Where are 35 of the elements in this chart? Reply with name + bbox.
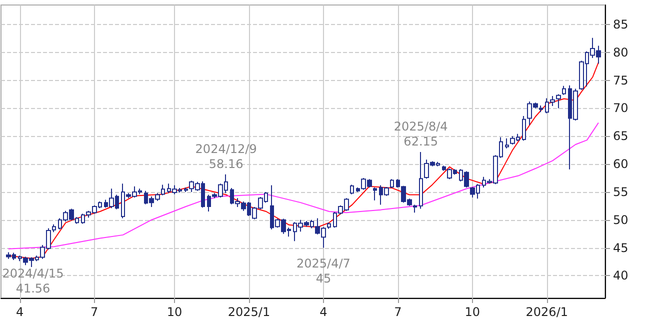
candlestick: [522, 116, 526, 142]
x-tick-label: 4: [320, 305, 328, 319]
x-tick-label: 10: [464, 305, 480, 319]
x-tick-label: 2026/1: [526, 305, 568, 319]
candlestick: [390, 178, 394, 189]
y-tick-label: 85: [613, 18, 628, 32]
candlestick: [413, 204, 417, 214]
candlestick: [556, 94, 561, 109]
candlestick: [350, 184, 354, 195]
candlestick: [373, 186, 377, 201]
y-tick-label: 50: [613, 212, 628, 227]
annotation: 2025/8/4 62.15: [394, 120, 448, 149]
y-tick-label: 70: [613, 101, 628, 116]
x-tick-label: 10: [166, 305, 182, 319]
y-tick-label: 75: [613, 73, 628, 88]
line-series: [8, 122, 599, 250]
x-tick-label: 4: [16, 305, 24, 319]
x-tick-label: 7: [90, 305, 98, 319]
y-tick-label: 55: [613, 184, 628, 199]
candlestick: [419, 152, 423, 210]
x-tick-label: 7: [394, 305, 402, 319]
annotation: 2025/4/7 45: [296, 256, 350, 286]
x-tick-label: 2025/1: [228, 305, 270, 319]
candlestick: [161, 184, 165, 196]
y-tick-label: 80: [613, 45, 628, 60]
annotation: 2024/4/15 41.56: [2, 266, 64, 296]
candlestick: [539, 104, 543, 113]
y-tick-label: 45: [613, 240, 628, 255]
y-tick-label: 40: [613, 268, 628, 283]
candlestick: [562, 85, 566, 96]
candlestick: [505, 138, 509, 149]
y-tick-label: 60: [613, 157, 628, 172]
y-tick-label: 65: [613, 129, 628, 144]
candlestick: [327, 222, 331, 230]
annotation: 2024/12/9 58.16: [195, 142, 257, 171]
